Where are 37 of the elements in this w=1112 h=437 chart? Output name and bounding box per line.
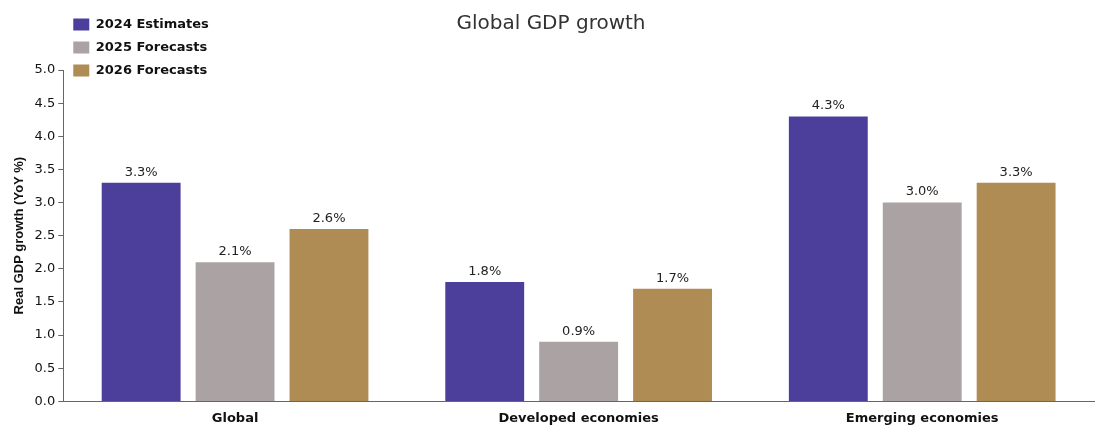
x-tick-label: Global — [211, 409, 259, 425]
bar — [539, 341, 619, 401]
data-label: 3.0% — [905, 183, 939, 199]
data-label: 4.3% — [811, 97, 845, 113]
data-label: 0.9% — [562, 322, 596, 338]
bar — [195, 262, 275, 401]
bar — [882, 202, 962, 401]
bar — [976, 182, 1056, 401]
y-tick-label: 3.0 — [34, 193, 56, 209]
y-tick-label: 4.0 — [34, 127, 56, 143]
data-label: 3.3% — [999, 163, 1033, 179]
data-label: 1.8% — [468, 262, 502, 278]
data-label: 2.6% — [312, 209, 346, 225]
bar — [445, 282, 525, 401]
chart-title: Global GDP growth — [456, 10, 646, 35]
data-label: 2.1% — [218, 243, 252, 259]
x-tick-label: Emerging economies — [845, 409, 999, 425]
y-axis-title: Real GDP growth (YoY %) — [11, 156, 27, 315]
bar — [788, 116, 868, 401]
bar — [289, 229, 369, 401]
legend-label: 2025 Forecasts — [95, 38, 208, 54]
legend-label: 2026 Forecasts — [95, 61, 208, 77]
y-tick-label: 5.0 — [34, 61, 56, 77]
y-tick-label: 4.5 — [34, 94, 56, 110]
x-tick-label: Developed economies — [498, 409, 660, 425]
y-tick-label: 1.5 — [34, 293, 56, 309]
y-tick-label: 2.5 — [34, 227, 56, 243]
y-tick-label: 3.5 — [34, 160, 56, 176]
y-tick-label: 0.5 — [34, 359, 56, 375]
bar — [101, 182, 181, 401]
legend-label: 2024 Estimates — [95, 15, 210, 31]
data-label: 1.7% — [656, 269, 690, 285]
y-tick-label: 2.0 — [34, 260, 56, 276]
y-tick-label: 1.0 — [34, 326, 56, 342]
data-label: 3.3% — [124, 163, 158, 179]
bar — [633, 288, 712, 401]
y-tick-label: 0.0 — [34, 392, 56, 408]
